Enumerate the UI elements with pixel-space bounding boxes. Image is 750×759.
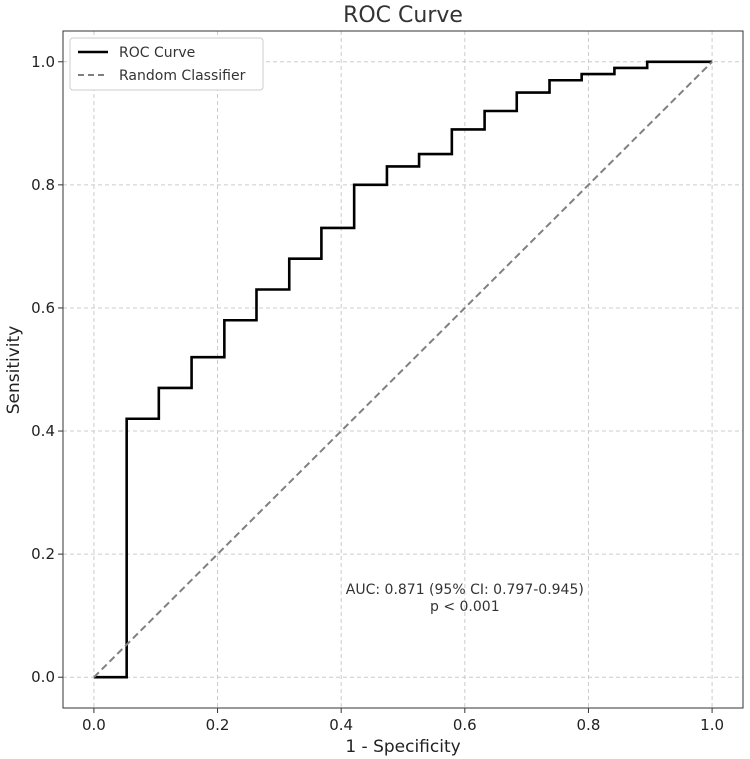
y-tick-label-4: 0.8 [31,176,55,194]
x-axis-label: 1 - Specificity [345,737,460,757]
y-tick-label-5: 1.0 [31,53,55,71]
annotation-1: p < 0.001 [430,599,500,615]
plot-frame [62,30,744,709]
series-line-roc-curve [93,60,713,679]
y-tick-label-3: 0.6 [31,299,55,317]
x-tick-label-1: 0.2 [206,716,230,734]
legend-box [69,37,264,91]
axis-ticks: 0.0 0.2 0.4 0.6 0.8 1.0 0.0 0.2 0.4 0.6 0.8 1.0 [31,53,724,734]
x-tick-label-3: 0.6 [453,716,477,734]
x-tick-label-4: 0.8 [577,716,601,734]
annotation-0: AUC: 0.871 (95% CI: 0.797-0.945) [346,582,584,598]
y-tick-label-1: 0.2 [31,545,55,563]
y-tick-label-2: 0.4 [31,422,55,440]
series-line-random-classifier [93,61,713,678]
legend: ROC Curve Random Classifier [69,37,264,91]
annotation-layer: AUC: 0.871 (95% CI: 0.797-0.945)p < 0.00… [346,582,584,615]
y-axis-label: Sensitivity [4,326,24,415]
y-tick-label-0: 0.0 [31,668,55,686]
x-tick-label-0: 0.0 [82,716,106,734]
x-tick-label-5: 1.0 [700,716,724,734]
chart-title: ROC Curve [343,3,463,28]
legend-label-roc-curve: ROC Curve [119,45,195,61]
grid-lines [63,31,743,708]
legend-label-random-classifier: Random Classifier [119,68,246,84]
x-tick-label-2: 0.4 [329,716,353,734]
series-layer [93,60,713,679]
